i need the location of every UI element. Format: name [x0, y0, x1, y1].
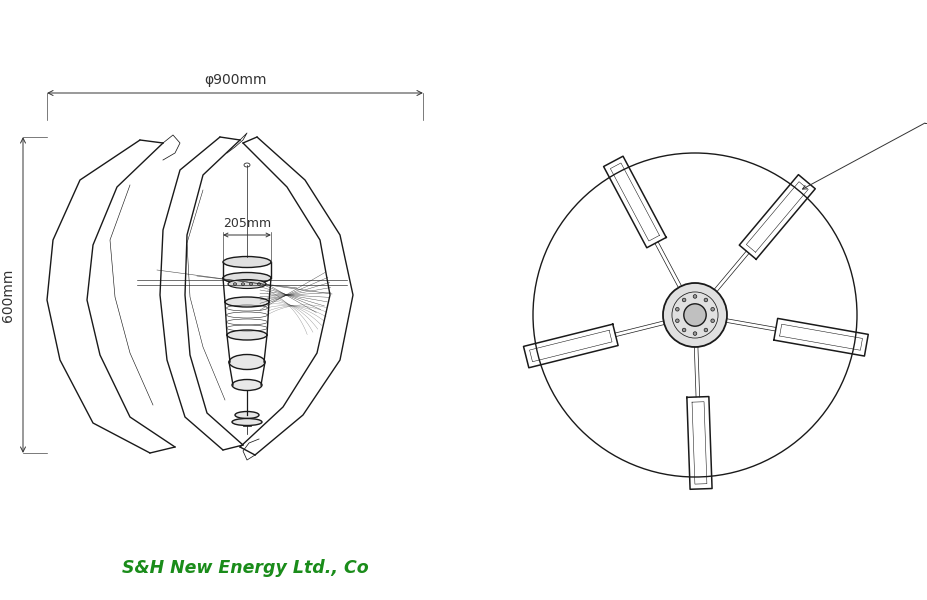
- Circle shape: [705, 298, 707, 302]
- Ellipse shape: [249, 283, 252, 285]
- Ellipse shape: [227, 330, 267, 340]
- Circle shape: [711, 307, 715, 311]
- Circle shape: [682, 328, 686, 332]
- Text: S&H New Energy Ltd., Co: S&H New Energy Ltd., Co: [121, 559, 368, 577]
- Ellipse shape: [258, 283, 260, 285]
- Ellipse shape: [232, 419, 262, 425]
- Text: 205mm: 205mm: [222, 217, 271, 230]
- Circle shape: [705, 328, 707, 332]
- Circle shape: [693, 332, 697, 335]
- Ellipse shape: [242, 283, 245, 285]
- Ellipse shape: [229, 355, 265, 370]
- Circle shape: [684, 304, 706, 326]
- Text: φ900mm: φ900mm: [204, 73, 266, 87]
- Ellipse shape: [228, 280, 266, 289]
- Circle shape: [663, 283, 727, 347]
- Circle shape: [682, 298, 686, 302]
- Circle shape: [693, 295, 697, 298]
- Circle shape: [711, 319, 715, 323]
- Ellipse shape: [223, 272, 271, 283]
- Circle shape: [676, 319, 679, 323]
- Ellipse shape: [223, 257, 271, 268]
- Ellipse shape: [235, 412, 259, 419]
- Text: 600mm: 600mm: [1, 268, 15, 322]
- Circle shape: [676, 307, 679, 311]
- Ellipse shape: [225, 297, 269, 307]
- Ellipse shape: [234, 283, 236, 285]
- Ellipse shape: [232, 380, 262, 391]
